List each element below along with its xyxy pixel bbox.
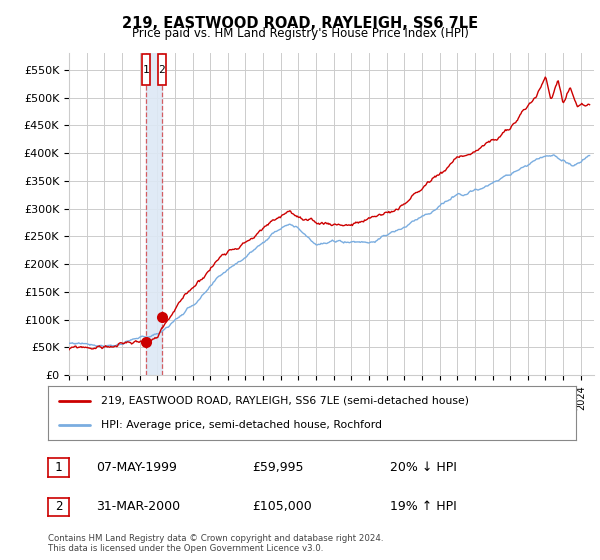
Text: £59,995: £59,995 bbox=[252, 461, 304, 474]
Text: 1: 1 bbox=[55, 461, 62, 474]
Bar bbox=[146, 53, 161, 375]
Text: 2: 2 bbox=[55, 500, 62, 514]
Text: 19% ↑ HPI: 19% ↑ HPI bbox=[390, 500, 457, 514]
Text: 219, EASTWOOD ROAD, RAYLEIGH, SS6 7LE (semi-detached house): 219, EASTWOOD ROAD, RAYLEIGH, SS6 7LE (s… bbox=[101, 396, 469, 406]
FancyBboxPatch shape bbox=[158, 54, 166, 85]
Text: 31-MAR-2000: 31-MAR-2000 bbox=[96, 500, 180, 514]
Text: 20% ↓ HPI: 20% ↓ HPI bbox=[390, 461, 457, 474]
Text: £105,000: £105,000 bbox=[252, 500, 312, 514]
Text: 1: 1 bbox=[143, 65, 149, 75]
FancyBboxPatch shape bbox=[142, 54, 150, 85]
Text: 07-MAY-1999: 07-MAY-1999 bbox=[96, 461, 177, 474]
Text: 219, EASTWOOD ROAD, RAYLEIGH, SS6 7LE: 219, EASTWOOD ROAD, RAYLEIGH, SS6 7LE bbox=[122, 16, 478, 31]
Text: 2: 2 bbox=[158, 65, 165, 75]
Text: HPI: Average price, semi-detached house, Rochford: HPI: Average price, semi-detached house,… bbox=[101, 420, 382, 430]
Text: Contains HM Land Registry data © Crown copyright and database right 2024.
This d: Contains HM Land Registry data © Crown c… bbox=[48, 534, 383, 553]
Text: Price paid vs. HM Land Registry's House Price Index (HPI): Price paid vs. HM Land Registry's House … bbox=[131, 27, 469, 40]
